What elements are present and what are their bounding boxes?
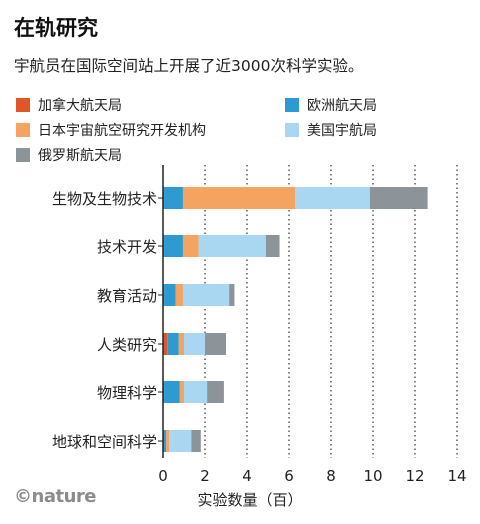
bar-segment-0-3: [295, 187, 370, 209]
bar-segment-3-4: [205, 333, 226, 355]
legend-label-csa: 加拿大航天局: [38, 98, 122, 114]
chart-title: 在轨研究: [14, 16, 98, 40]
category-label-2: 教育活动: [97, 287, 157, 305]
bar-segment-1-3: [198, 235, 266, 257]
legend-label-roscosmos: 俄罗斯航天局: [38, 148, 122, 164]
legend-item-esa: 欧洲航天局: [285, 95, 377, 115]
bar-segment-0-1: [164, 187, 183, 209]
bar-segment-1-4: [265, 235, 280, 257]
bar-segment-5-3: [169, 430, 192, 452]
legend-swatch-nasa: [285, 123, 299, 137]
bar-segment-1-2: [182, 235, 199, 257]
x-tick-label-2: 2: [200, 467, 210, 485]
legend-item-jaxa: 日本宇宙航空研究开发机构: [16, 120, 206, 140]
bar-segment-4-4: [207, 381, 224, 403]
x-tick-label-8: 8: [326, 467, 336, 485]
category-label-4: 物理科学: [97, 384, 157, 402]
bar-segment-5-4: [191, 430, 201, 452]
bar-segment-3-2: [178, 333, 184, 355]
legend-label-jaxa: 日本宇宙航空研究开发机构: [38, 123, 206, 139]
x-tick-label-0: 0: [158, 467, 168, 485]
x-tick-label-4: 4: [242, 467, 252, 485]
bar-segment-4-3: [184, 381, 208, 403]
x-tick-label-6: 6: [284, 467, 294, 485]
bar-segment-2-1: [164, 284, 176, 306]
legend-item-nasa: 美国宇航局: [285, 120, 377, 140]
bar-segment-2-4: [229, 284, 235, 306]
legend-label-nasa: 美国宇航局: [307, 123, 377, 139]
category-label-5: 地球和空间科学: [52, 433, 157, 451]
bar-segment-1-1: [164, 235, 183, 257]
x-tick-label-12: 12: [405, 467, 424, 485]
legend-item-roscosmos: 俄罗斯航天局: [16, 145, 122, 165]
legend-swatch-csa: [16, 98, 30, 112]
category-label-3: 人类研究: [97, 336, 157, 354]
x-tick-label-10: 10: [363, 467, 382, 485]
bar-segment-4-1: [164, 381, 180, 403]
legend-item-csa: 加拿大航天局: [16, 95, 122, 115]
bar-segment-4-2: [179, 381, 184, 403]
bar-segment-3-3: [184, 333, 205, 355]
bar-segment-3-1: [167, 333, 179, 355]
chart-subtitle: 宇航员在国际空间站上开展了近3000次科学实验。: [14, 57, 364, 75]
bar-segment-0-2: [182, 187, 296, 209]
x-axis-label: 实验数量（百）: [197, 491, 302, 509]
bar-segment-3-0: [163, 333, 168, 355]
category-label-1: 技术开发: [97, 238, 157, 256]
legend: 加拿大航天局 日本宇宙航空研究开发机构 俄罗斯航天局 欧洲航天局 美国宇航局: [0, 0, 480, 170]
legend-swatch-roscosmos: [16, 148, 30, 162]
legend-swatch-esa: [285, 98, 299, 112]
bar-segment-5-1: [164, 430, 167, 452]
category-label-0: 生物及生物技术: [52, 190, 157, 208]
bar-segment-2-3: [182, 284, 230, 306]
bar-segment-2-2: [175, 284, 183, 306]
bar-segment-0-4: [369, 187, 428, 209]
bar-segment-5-2: [166, 430, 170, 452]
legend-swatch-jaxa: [16, 123, 30, 137]
nature-logo: ©nature: [14, 486, 96, 507]
legend-label-esa: 欧洲航天局: [307, 98, 377, 114]
x-tick-label-14: 14: [447, 467, 466, 485]
